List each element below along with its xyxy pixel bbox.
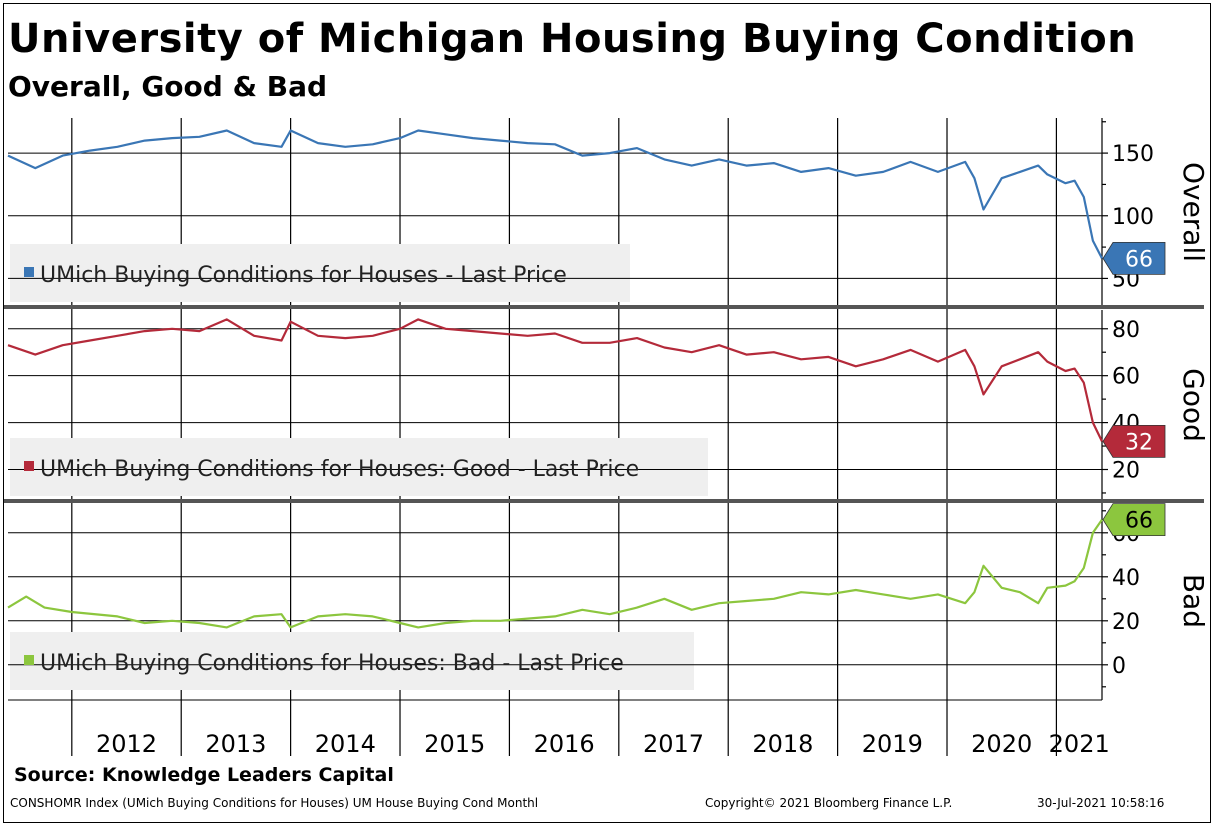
footer-copyright: Copyright© 2021 Bloomberg Finance L.P. <box>705 796 953 810</box>
panel-label-overall: Overall <box>1177 162 1210 262</box>
chart-title: University of Michigan Housing Buying Co… <box>8 16 1137 62</box>
legend-box-overall <box>10 244 630 302</box>
last-value-label-bad: 66 <box>1125 509 1153 534</box>
legend-text-good: UMich Buying Conditions for Houses: Good… <box>40 457 639 482</box>
last-value-label-good: 32 <box>1125 430 1153 455</box>
x-tick-label: 2020 <box>971 730 1032 758</box>
y-tick-label: 0 <box>1112 654 1126 679</box>
legend-text-bad: UMich Buying Conditions for Houses: Bad … <box>40 651 624 676</box>
y-tick-label: 80 <box>1112 318 1140 343</box>
x-tick-label: 2012 <box>96 730 157 758</box>
panel-separator <box>4 305 1204 309</box>
footer-timestamp: 30-Jul-2021 10:58:16 <box>1037 796 1165 810</box>
series-line-overall <box>7 129 1103 259</box>
source-note: Source: Knowledge Leaders Capital <box>14 764 394 786</box>
legend-box-bad <box>10 632 694 690</box>
y-tick-label: 150 <box>1112 142 1154 167</box>
last-value-flag-good <box>1102 424 1166 458</box>
last-value-label-overall: 66 <box>1125 247 1153 272</box>
x-tick-label: 2021 <box>1049 730 1110 758</box>
series-line-bad <box>7 518 1103 629</box>
y-tick-label: 60 <box>1112 365 1140 390</box>
last-value-flag-bad <box>1102 503 1166 536</box>
legend-marker-good <box>24 461 34 471</box>
x-tick-label: 2015 <box>424 730 485 758</box>
x-tick-label: 2014 <box>315 730 376 758</box>
legend-marker-bad <box>24 655 34 665</box>
x-tick-label: 2017 <box>643 730 704 758</box>
series-line-good <box>7 318 1103 442</box>
y-tick-label: 40 <box>1112 566 1140 591</box>
legend-marker-overall <box>24 267 34 277</box>
panel-separator <box>4 499 1204 503</box>
legend-box-good <box>10 438 708 496</box>
legend-text-overall: UMich Buying Conditions for Houses - Las… <box>40 263 567 288</box>
x-tick-label: 2016 <box>534 730 595 758</box>
panel-label-bad: Bad <box>1177 574 1210 628</box>
x-tick-label: 2013 <box>205 730 266 758</box>
x-tick-label: 2018 <box>752 730 813 758</box>
x-tick-label: 2019 <box>862 730 923 758</box>
footer-ticker: CONSHOMR Index (UMich Buying Conditions … <box>10 796 539 810</box>
last-value-flag-overall <box>1102 241 1166 275</box>
chart-subtitle: Overall, Good & Bad <box>8 70 328 103</box>
y-tick-label: 20 <box>1112 459 1140 484</box>
y-tick-label: 100 <box>1112 205 1154 230</box>
y-tick-label: 20 <box>1112 610 1140 635</box>
panel-label-good: Good <box>1177 368 1210 442</box>
